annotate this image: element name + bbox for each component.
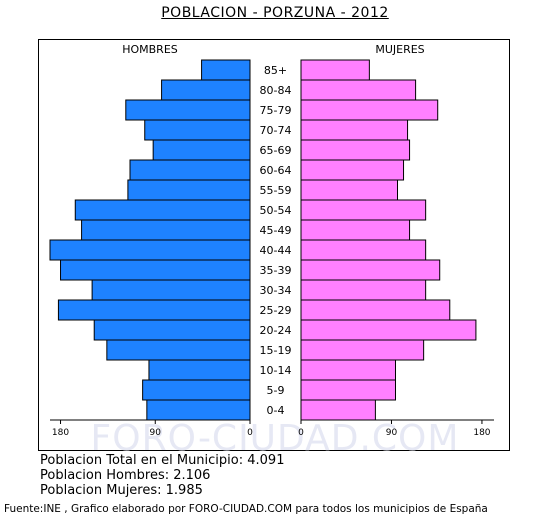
age-label-75-79: 75-79 — [260, 104, 292, 117]
age-label-55-59: 55-59 — [260, 184, 292, 197]
bar-hombres-40-44 — [49, 239, 251, 261]
chart-title: POBLACION - PORZUNA - 2012 — [161, 5, 389, 21]
bar-hombres-35-39 — [60, 259, 251, 281]
age-label-85+: 85+ — [264, 64, 287, 77]
tick-label-right-0: 0 — [298, 428, 304, 438]
stat-women: Poblacion Mujeres: 1.985 — [40, 483, 203, 498]
age-label-10-14: 10-14 — [260, 364, 292, 377]
bar-mujeres-40-44 — [300, 239, 427, 261]
stat-men: Poblacion Hombres: 2.106 — [40, 468, 211, 483]
tick-label-left-180: 180 — [52, 428, 69, 438]
bar-hombres-15-19 — [106, 339, 251, 361]
age-label-15-19: 15-19 — [260, 344, 292, 357]
population-pyramid: FORO-CIUDAD.COM HOMBRES MUJERES 85+ 80-84 75-… — [49, 43, 494, 459]
bar-mujeres-30-34 — [300, 279, 427, 301]
age-label-80-84: 80-84 — [260, 84, 292, 97]
age-label-5-9: 5-9 — [267, 384, 285, 397]
age-label-50-54: 50-54 — [260, 204, 292, 217]
bar-mujeres-70-74 — [300, 119, 409, 141]
bar-mujeres-55-59 — [300, 179, 399, 201]
bar-mujeres-10-14 — [300, 359, 396, 381]
chart-frame — [38, 39, 510, 451]
right-heading: MUJERES — [375, 43, 424, 56]
bar-hombres-45-49 — [81, 219, 251, 241]
stat-total: Poblacion Total en el Municipio: 4.091 — [40, 453, 285, 468]
bar-mujeres-15-19 — [300, 339, 425, 361]
bar-mujeres-50-54 — [300, 199, 427, 221]
bar-mujeres-20-24 — [300, 319, 477, 341]
bar-hombres-5-9 — [142, 379, 251, 401]
bar-hombres-30-34 — [91, 279, 251, 301]
tick-label-right-90: 90 — [386, 428, 398, 438]
bar-hombres-25-29 — [57, 299, 251, 321]
bar-mujeres-5-9 — [300, 379, 396, 401]
bar-mujeres-75-79 — [300, 99, 439, 121]
bar-mujeres-25-29 — [300, 299, 451, 321]
bar-hombres-80-84 — [161, 79, 251, 101]
bar-mujeres-80-84 — [300, 79, 417, 101]
tick-label-left-90: 90 — [150, 428, 162, 438]
bar-mujeres-45-49 — [300, 219, 411, 241]
age-label-60-64: 60-64 — [260, 164, 292, 177]
age-label-70-74: 70-74 — [260, 124, 292, 137]
source-footer: Fuente:INE , Grafico elaborado por FORO-… — [4, 503, 488, 515]
bar-hombres-85+ — [201, 59, 251, 81]
bar-mujeres-35-39 — [300, 259, 441, 281]
bar-hombres-20-24 — [93, 319, 251, 341]
left-heading: HOMBRES — [122, 43, 178, 56]
age-label-65-69: 65-69 — [260, 144, 292, 157]
bar-hombres-70-74 — [144, 119, 251, 141]
age-label-25-29: 25-29 — [260, 304, 292, 317]
age-label-20-24: 20-24 — [260, 324, 292, 337]
bar-mujeres-65-69 — [300, 139, 411, 161]
bar-mujeres-60-64 — [300, 159, 405, 181]
age-label-0-4: 0-4 — [267, 404, 285, 417]
tick-label-left-0: 0 — [247, 428, 253, 438]
bar-hombres-75-79 — [125, 99, 251, 121]
bar-hombres-65-69 — [152, 139, 251, 161]
bar-hombres-10-14 — [148, 359, 251, 381]
bar-mujeres-85+ — [300, 59, 370, 81]
bar-hombres-60-64 — [129, 159, 251, 181]
age-label-30-34: 30-34 — [260, 284, 292, 297]
watermark: FORO-CIUDAD.COM — [91, 418, 460, 459]
bar-hombres-50-54 — [74, 199, 251, 221]
age-label-45-49: 45-49 — [260, 224, 292, 237]
bar-hombres-0-4 — [146, 399, 251, 421]
tick-label-right-180: 180 — [473, 428, 490, 438]
age-label-35-39: 35-39 — [260, 264, 292, 277]
bar-mujeres-0-4 — [300, 399, 376, 421]
bar-hombres-55-59 — [127, 179, 251, 201]
age-label-40-44: 40-44 — [260, 244, 292, 257]
